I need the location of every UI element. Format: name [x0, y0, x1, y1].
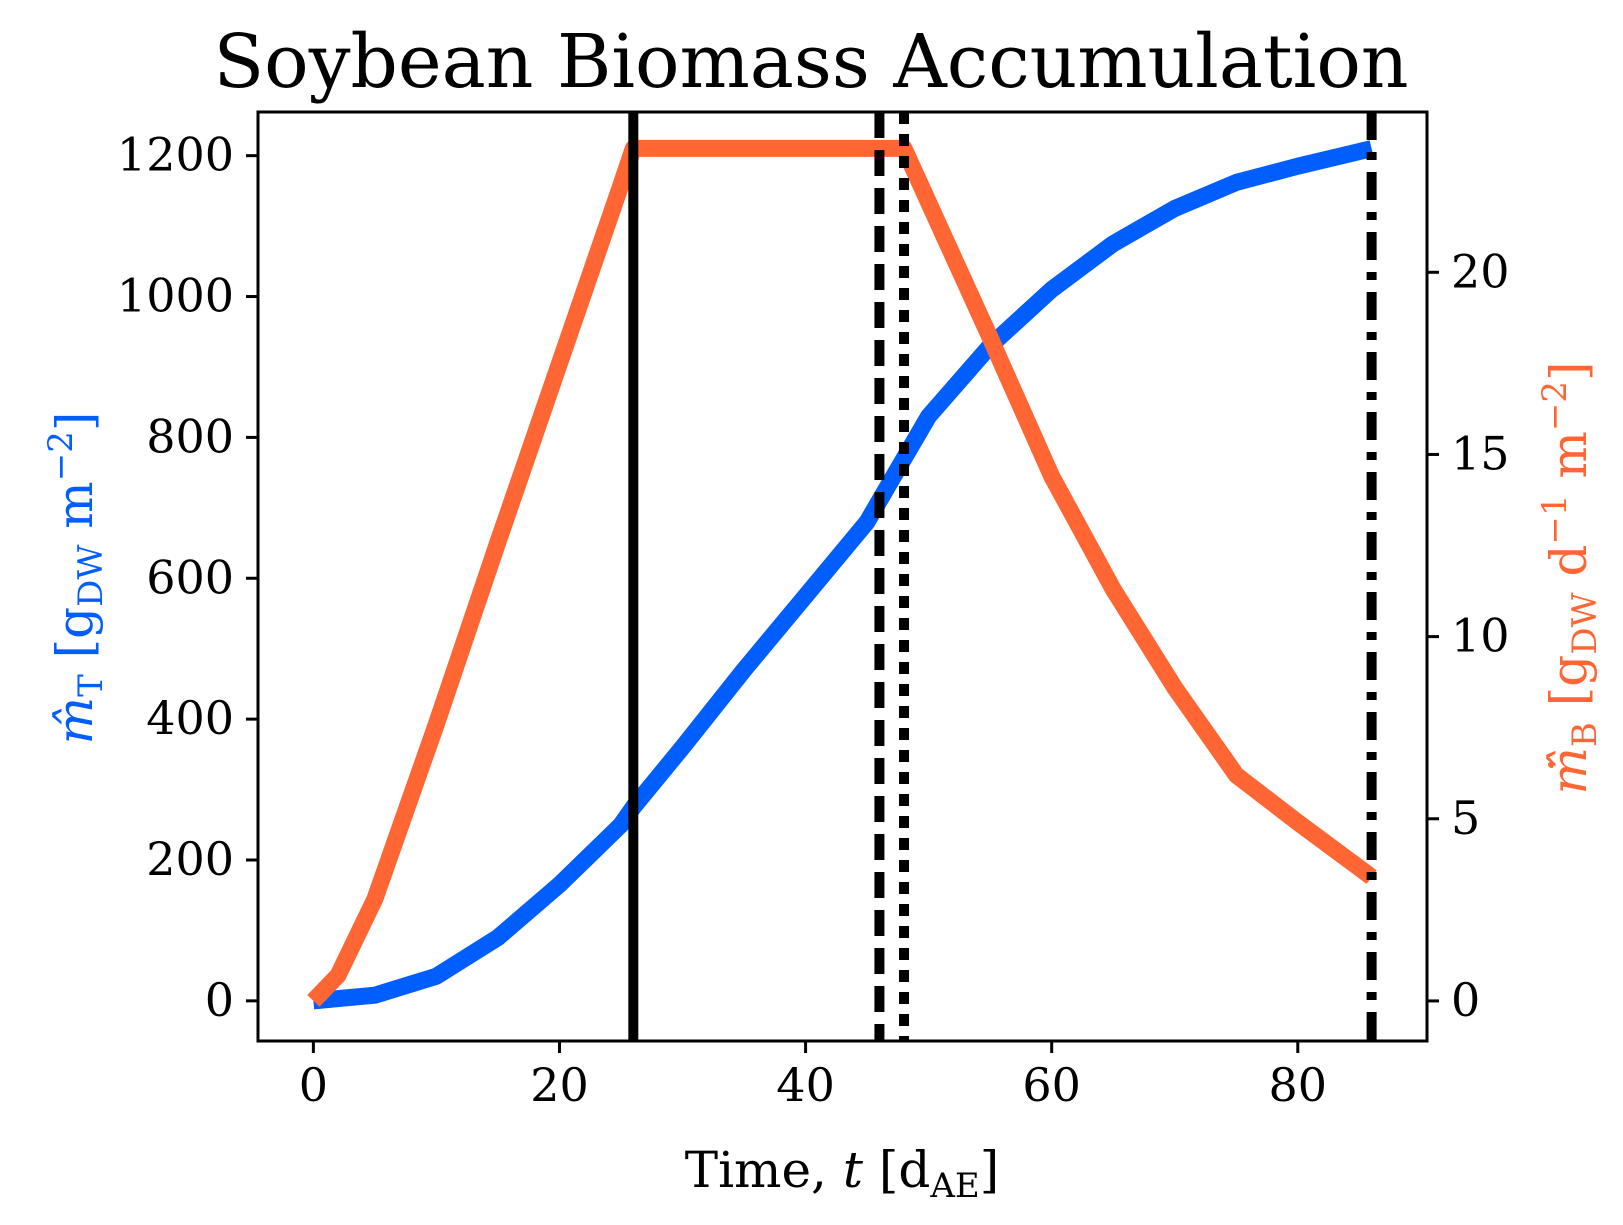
plot-area [307, 112, 1377, 1041]
x-axis-label: Time, t [dAE] [685, 1141, 1000, 1206]
series-line-right [307, 139, 1377, 1007]
y-axis-right-label: ṁ̂B [gDW d−1 m−2] [1535, 361, 1605, 794]
y-left-tick-label: 600 [146, 550, 234, 604]
y-left-tick-label: 800 [146, 409, 234, 463]
y-right-tick-label: 20 [1451, 244, 1510, 298]
y-left-tick-label: 0 [205, 973, 234, 1027]
y-left-tick-label: 400 [146, 691, 234, 745]
x-tick-label: 20 [530, 1058, 589, 1112]
axes-frame [256, 110, 1429, 1043]
x-tick-label: 60 [1022, 1058, 1081, 1112]
y-left-tick-label: 1000 [117, 269, 234, 323]
x-tick-label: 0 [299, 1058, 328, 1112]
y-axis-left: 0 200 400 600 800 1000 1200 [117, 128, 258, 1027]
series-line-left [312, 140, 1374, 1010]
y-left-tick-label: 1200 [117, 128, 234, 182]
y-right-tick-label: 5 [1451, 791, 1480, 845]
y-right-tick-label: 15 [1451, 426, 1510, 480]
x-tick-label: 80 [1269, 1058, 1328, 1112]
x-tick-label: 40 [776, 1058, 835, 1112]
x-axis: 0 20 40 60 80 [299, 1041, 1327, 1112]
y-left-tick-label: 200 [146, 832, 234, 886]
y-axis-right: 0 5 10 15 20 [1427, 244, 1510, 1027]
y-right-tick-label: 0 [1451, 973, 1480, 1027]
y-right-tick-label: 10 [1451, 609, 1510, 663]
chart-title: Soybean Biomass Accumulation [213, 19, 1408, 105]
y-axis-left-label: m̂T [gDW m−2] [41, 412, 111, 745]
